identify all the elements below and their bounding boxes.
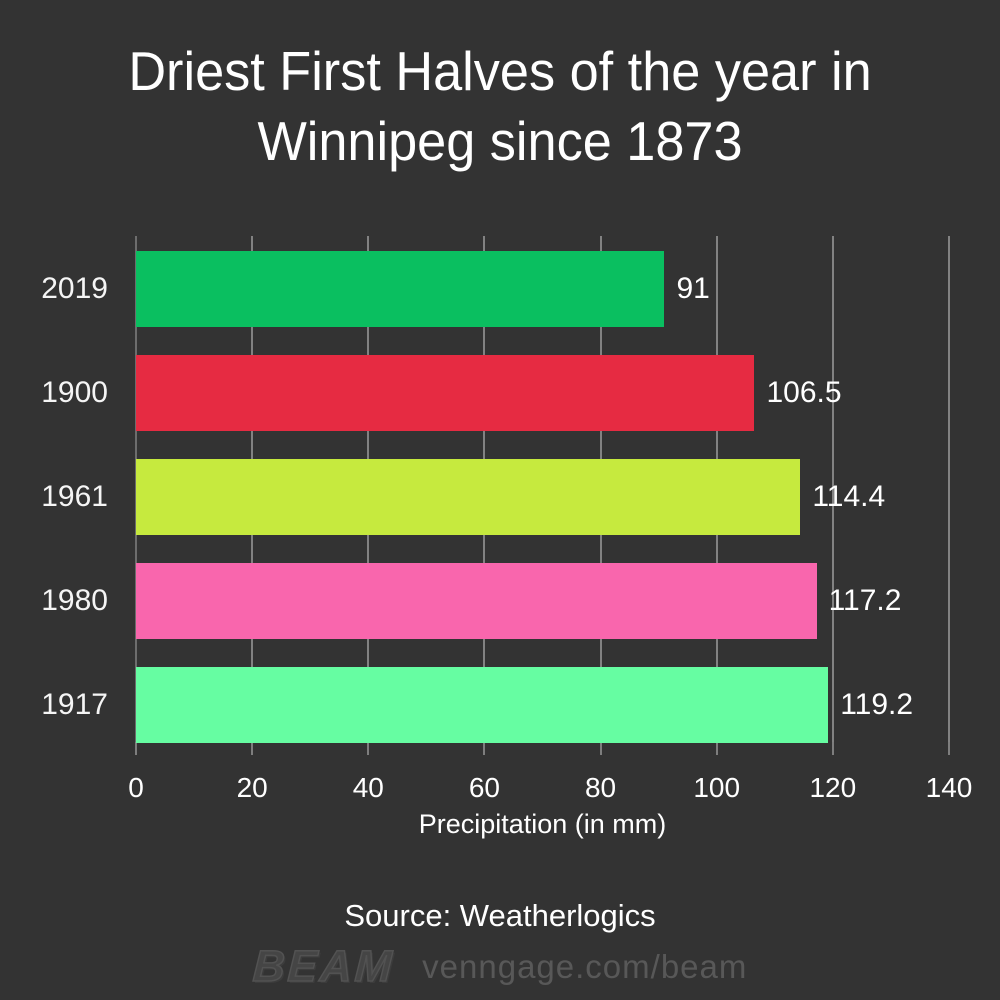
- bar-value-label: 91: [676, 272, 710, 305]
- x-tick-label: 60: [468, 772, 500, 803]
- plot-area: 91 106.5 114.4 117.2 119.2: [135, 236, 950, 755]
- source-text: Source: Weatherlogics: [344, 898, 656, 933]
- y-category-label: 2019: [41, 272, 108, 305]
- x-tick: [599, 742, 602, 755]
- x-tick-label: 0: [128, 772, 144, 803]
- brand-url-text: venngage.com/beam: [422, 948, 748, 985]
- x-tick-label: 80: [584, 772, 617, 803]
- bar: [136, 667, 829, 743]
- x-tick-label: 20: [236, 772, 268, 803]
- y-category-label: 1900: [41, 376, 108, 409]
- x-tick: [135, 742, 137, 755]
- gridline: [948, 236, 950, 742]
- y-category-label: 1917: [41, 688, 108, 721]
- x-tick-label: 100: [693, 772, 741, 803]
- bar: [136, 459, 801, 535]
- x-tick-label: 120: [809, 772, 857, 803]
- x-axis-label: Precipitation (in mm): [418, 809, 667, 839]
- chart-title: Driest First Halves of the year in Winnip…: [25, 36, 975, 176]
- bar-value-label: 114.4: [812, 480, 886, 513]
- bar: [136, 355, 755, 431]
- x-tick: [948, 742, 950, 755]
- beam-logo: BEAM: [251, 941, 397, 992]
- x-tick: [251, 742, 254, 755]
- bar-value-label: 119.2: [840, 688, 914, 721]
- bar: [136, 563, 817, 639]
- bar-value-label: 106.5: [766, 376, 842, 409]
- x-tick-label: 140: [925, 772, 973, 803]
- y-category-label: 1980: [41, 584, 108, 617]
- gridline: [831, 236, 834, 742]
- chart-title-line1: Driest First Halves of the year in: [128, 40, 872, 102]
- footer-brand-bar: BEAM venngage.com/beam: [0, 941, 1000, 992]
- x-tick: [715, 742, 718, 755]
- x-tick-label: 40: [352, 772, 384, 803]
- bar: [136, 251, 665, 327]
- chart-title-line2: Winnipeg since 1873: [257, 110, 743, 172]
- bar-value-label: 117.2: [828, 584, 902, 617]
- x-tick: [367, 742, 370, 755]
- x-tick: [483, 742, 486, 755]
- y-category-label: 1961: [41, 480, 108, 513]
- x-tick: [831, 742, 834, 755]
